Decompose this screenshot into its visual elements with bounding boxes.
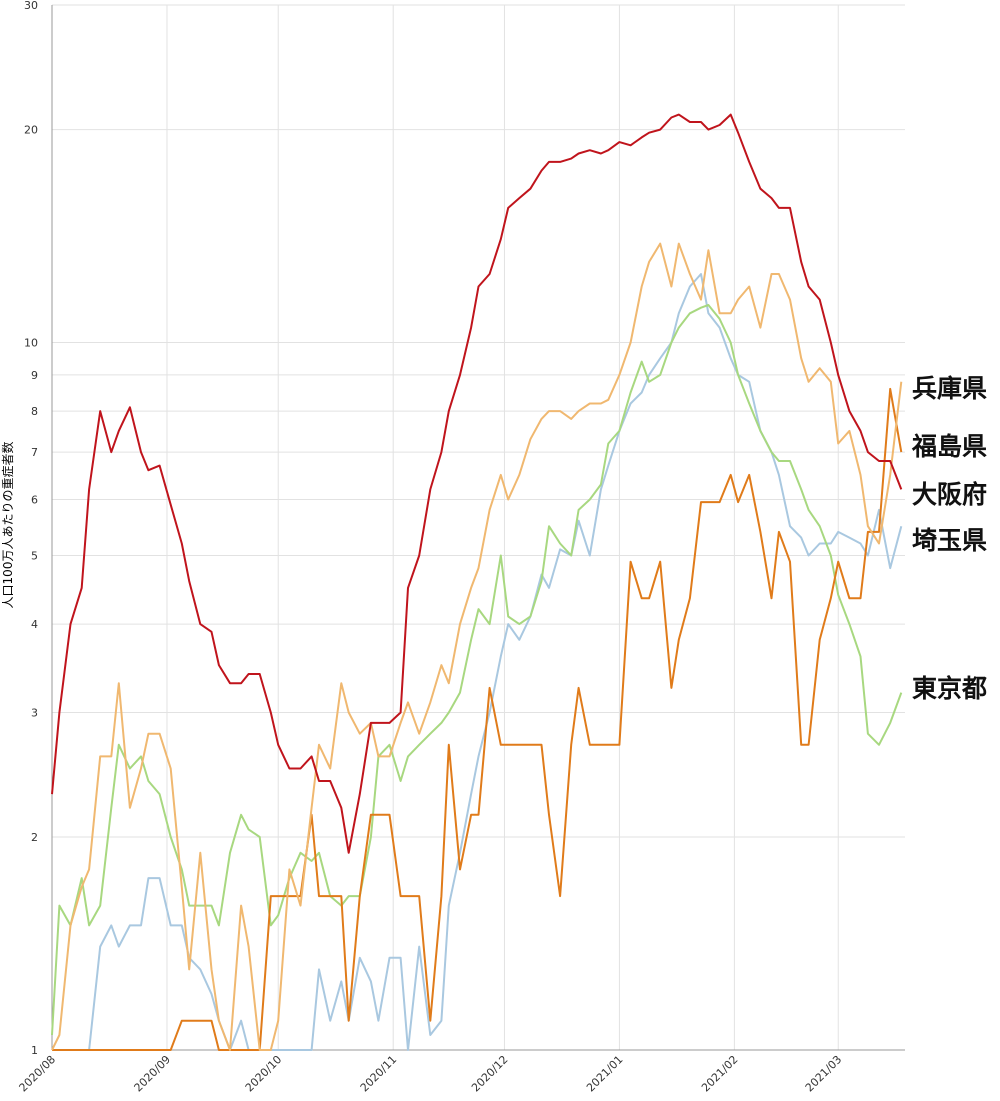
- grid: [51, 4, 905, 1051]
- y-tick-label: 9: [31, 369, 38, 382]
- series-line: [52, 387, 903, 1051]
- series-label: 福島県: [911, 432, 987, 461]
- y-tick-label: 1: [31, 1044, 38, 1057]
- y-tick-label: 5: [31, 550, 38, 563]
- x-tick-label: 2020/08: [17, 1053, 59, 1095]
- x-tick-label: 2020/10: [243, 1053, 285, 1095]
- series-label: 東京都: [912, 674, 987, 703]
- series-line: [51, 113, 903, 854]
- y-tick-label: 8: [31, 405, 38, 418]
- x-tick-label: 2021/03: [803, 1053, 845, 1095]
- y-tick-label: 4: [31, 618, 38, 631]
- y-tick-label: 7: [31, 446, 38, 459]
- series-line: [51, 242, 903, 1051]
- series-label: 兵庫県: [912, 374, 987, 403]
- series-label: 大阪府: [912, 480, 987, 509]
- y-tick-label: 2: [31, 831, 38, 844]
- series-label: 埼玉県: [912, 526, 987, 555]
- y-tick-label: 10: [24, 337, 38, 350]
- x-tick-label: 2020/09: [132, 1053, 174, 1095]
- series-line: [52, 273, 903, 1051]
- series-line: [51, 304, 903, 1036]
- x-tick-label: 2020/11: [358, 1053, 400, 1095]
- y-tick-label: 20: [24, 124, 38, 137]
- y-tick-label: 3: [31, 706, 38, 719]
- y-tick-label: 30: [24, 0, 38, 12]
- y-axis-label: 人口100万人あたりの重症者数: [0, 442, 15, 609]
- y-tick-label: 6: [31, 493, 38, 506]
- x-tick-label: 2021/01: [584, 1053, 626, 1095]
- x-tick-label: 2021/02: [699, 1053, 741, 1095]
- x-tick-label: 2020/12: [469, 1053, 511, 1095]
